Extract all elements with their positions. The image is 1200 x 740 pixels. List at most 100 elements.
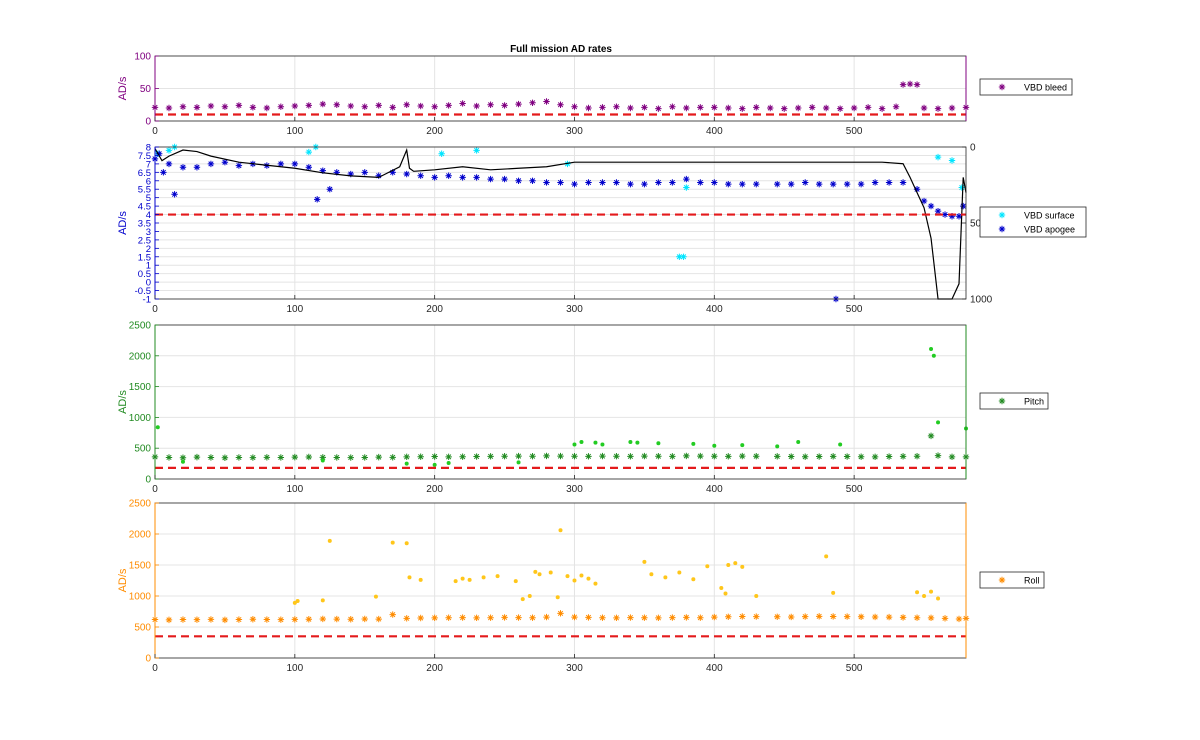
y-tick-label: 2500 (129, 499, 152, 510)
data-point (314, 196, 321, 203)
y-axis-label: AD/s (117, 390, 129, 414)
data-point (677, 570, 682, 575)
x-tick-label: 0 (152, 484, 158, 495)
data-point (948, 157, 956, 164)
data-point (501, 102, 508, 109)
data-point (277, 454, 285, 461)
data-point (572, 578, 577, 583)
data-point (501, 175, 508, 183)
data-point (249, 616, 257, 623)
data-point (445, 102, 452, 109)
data-point (649, 572, 654, 577)
data-point (473, 614, 480, 622)
data-point (641, 104, 648, 111)
data-point (586, 576, 591, 581)
data-point (843, 613, 851, 620)
x-tick-label: 200 (426, 126, 443, 137)
data-point (571, 103, 578, 110)
data-point (179, 164, 187, 171)
data-point (850, 104, 858, 112)
data-point (680, 253, 687, 260)
data-point (824, 554, 829, 559)
data-point (739, 613, 746, 620)
data-point (249, 104, 257, 111)
data-point (305, 616, 313, 623)
x-tick-label: 0 (152, 126, 158, 137)
data-point (407, 575, 412, 580)
data-point (739, 452, 746, 460)
data-point (417, 614, 424, 622)
data-point (585, 614, 592, 621)
legend-label: VBD surface (1024, 211, 1075, 221)
data-point (774, 180, 781, 188)
y-tick-label: 2 (146, 244, 151, 255)
data-point (459, 174, 466, 181)
data-point (892, 103, 900, 110)
data-point (697, 614, 704, 621)
data-point (655, 105, 662, 112)
data-point (843, 453, 851, 460)
legend-box (979, 206, 1087, 238)
data-point (929, 589, 934, 594)
data-point (249, 454, 257, 461)
data-point (459, 100, 466, 107)
x-tick-label: 300 (566, 663, 583, 674)
data-point (445, 453, 452, 461)
y-tick-label: 2.5 (138, 235, 151, 246)
data-point (934, 207, 942, 215)
data-point (179, 103, 187, 110)
y2-tick-label: 50 (970, 219, 982, 230)
series-vbd-bleed (151, 80, 970, 112)
y-tick-label: 2000 (129, 530, 152, 541)
data-point (723, 591, 728, 596)
data-point (613, 103, 620, 110)
series-line (154, 147, 967, 300)
data-point (815, 613, 823, 620)
data-point (725, 104, 732, 112)
data-point (319, 454, 326, 461)
data-point (600, 442, 605, 447)
data-point (527, 594, 532, 598)
data-point (291, 453, 299, 461)
legend-marker (998, 83, 1006, 91)
panel-3: 0 100 200 300 400 500 0 500 1000 1500 2000 2500 AD/s… (117, 321, 1049, 495)
y-tick-label: 100 (134, 52, 151, 63)
data-point (529, 614, 536, 621)
legend-label: VBD apogee (1024, 225, 1075, 235)
data-point (697, 452, 704, 460)
data-point (417, 453, 424, 460)
data-point (725, 613, 732, 620)
data-point (557, 610, 564, 617)
data-point (460, 576, 465, 581)
data-point (361, 454, 368, 461)
data-point (697, 104, 704, 111)
data-point (767, 104, 774, 112)
legend-marker (998, 225, 1006, 233)
y-tick-label: 0 (146, 278, 151, 289)
data-point (529, 453, 536, 460)
data-point (319, 100, 326, 108)
legend-label: VBD bleed (1024, 83, 1067, 93)
data-point (263, 104, 271, 112)
plot-area (155, 503, 966, 658)
data-point (691, 577, 696, 582)
data-point (165, 147, 173, 154)
data-point (913, 614, 921, 621)
data-point (165, 160, 173, 168)
y-tick-label: 0 (145, 475, 151, 486)
panel-2: 0 100 200 300 400 500-1-0.500.511.522.533.544… (117, 143, 1087, 315)
data-point (669, 453, 676, 460)
data-point (929, 347, 934, 352)
data-point (529, 99, 536, 106)
y-tick-label: 500 (134, 444, 151, 455)
data-point (459, 453, 466, 460)
data-point (319, 167, 326, 174)
data-point (533, 569, 538, 574)
data-point (948, 213, 956, 220)
data-point (781, 105, 788, 112)
data-point (801, 179, 809, 186)
data-point (669, 103, 676, 110)
data-point (263, 454, 271, 461)
data-point (417, 102, 424, 110)
x-tick-label: 500 (846, 484, 863, 495)
